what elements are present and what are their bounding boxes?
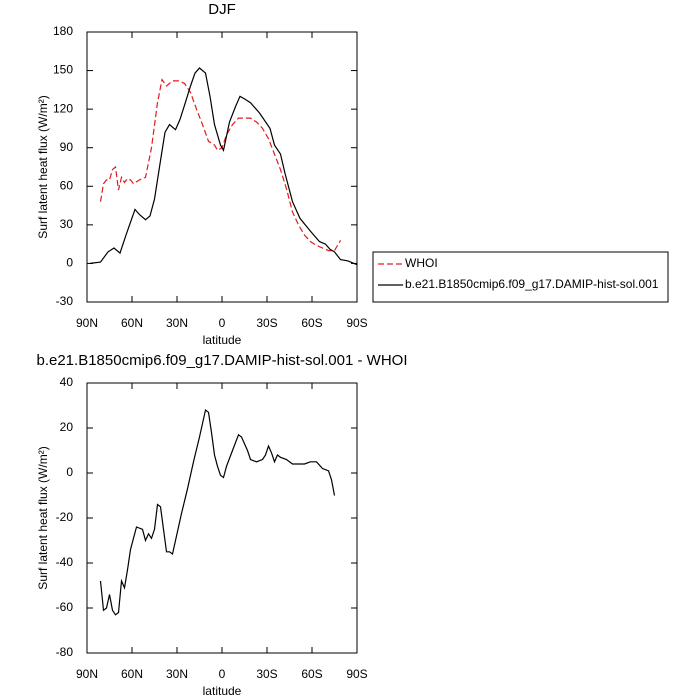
x-tick-label: 90S [346, 667, 367, 681]
y-tick-label: 0 [66, 465, 73, 479]
data-line [99, 78, 342, 252]
y-tick-label: -20 [56, 510, 74, 524]
y-tick-label: -40 [56, 555, 74, 569]
chart-title: b.e21.B1850cmip6.f09_g17.DAMIP-hist-sol.… [36, 352, 407, 369]
y-tick-label: -80 [56, 645, 74, 659]
x-tick-label: 30S [256, 316, 277, 330]
x-tick-label: 60S [301, 316, 322, 330]
y-tick-label: 60 [60, 178, 74, 192]
x-tick-label: 60N [121, 316, 143, 330]
y-tick-label: -30 [56, 294, 74, 308]
chart-title: DJF [208, 1, 236, 18]
x-tick-label: 90N [76, 667, 98, 681]
x-tick-label: 30N [166, 667, 188, 681]
y-tick-label: 150 [53, 63, 73, 77]
y-tick-label: 30 [60, 217, 74, 231]
y-tick-label: -60 [56, 600, 74, 614]
y-tick-label: 0 [66, 256, 73, 270]
x-tick-label: 90S [346, 316, 367, 330]
legend-label: WHOI [405, 256, 438, 270]
data-line [89, 67, 358, 266]
x-tick-label: 90N [76, 316, 98, 330]
y-tick-label: 20 [60, 420, 74, 434]
y-tick-label: 180 [53, 24, 73, 38]
x-tick-label: 30S [256, 667, 277, 681]
legend-box [372, 251, 669, 303]
legend-label: b.e21.B1850cmip6.f09_g17.DAMIP-hist-sol.… [405, 277, 659, 291]
x-tick-label: 30N [166, 316, 188, 330]
y-axis-label: Surf latent heat flux (W/m²) [36, 95, 50, 238]
x-tick-label: 60S [301, 667, 322, 681]
x-tick-label: 0 [219, 316, 226, 330]
x-tick-label: 60N [121, 667, 143, 681]
y-tick-label: 40 [60, 375, 74, 389]
y-axis-label: Surf latent heat flux (W/m²) [36, 446, 50, 589]
x-axis-label: latitude [203, 684, 242, 698]
x-axis-label: latitude [203, 333, 242, 347]
y-tick-label: 120 [53, 101, 73, 115]
plot-frame [86, 31, 358, 303]
plot-frame [86, 382, 358, 654]
y-tick-label: 90 [60, 140, 74, 154]
x-tick-label: 0 [219, 667, 226, 681]
data-line [99, 408, 336, 616]
